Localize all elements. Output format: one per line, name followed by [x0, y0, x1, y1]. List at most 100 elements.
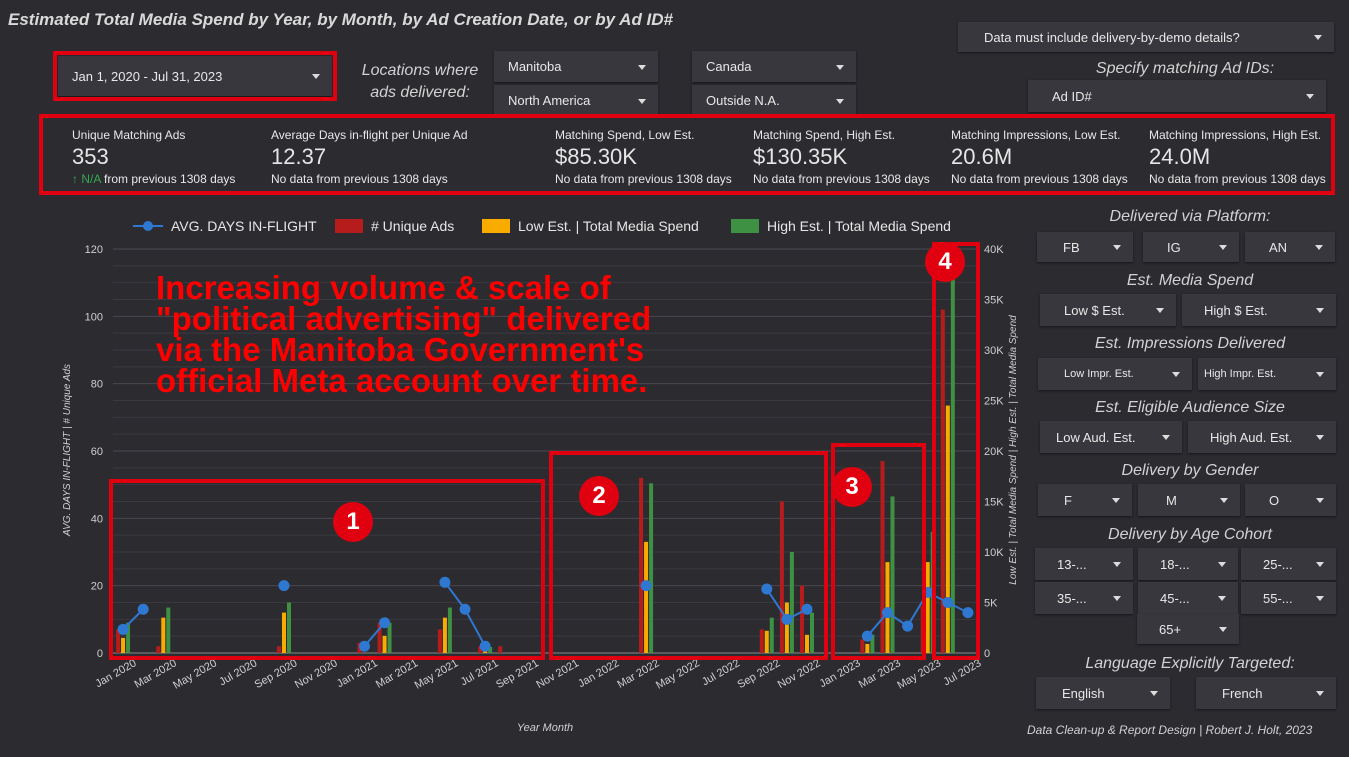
period-marker-1: 1 — [333, 502, 373, 542]
kpi-value: $130.35K — [753, 144, 848, 169]
y-tick-left: 100 — [85, 311, 103, 323]
filter-label: O — [1269, 492, 1280, 508]
chevron-down-icon — [1306, 94, 1314, 99]
y-tick-right: 5K — [984, 598, 998, 610]
gender-filter-o[interactable]: O — [1245, 484, 1336, 516]
location-filter-canada[interactable]: Canada — [692, 51, 856, 82]
x-tick-label: Jul 2021 — [459, 657, 501, 688]
age-label: Delivery by Age Cohort — [1108, 526, 1272, 543]
location-filter-north-america[interactable]: North America — [494, 85, 658, 116]
x-tick-label: Mar 2023 — [857, 657, 903, 691]
kpi-compare: No data from previous 1308 days — [271, 172, 448, 186]
bar — [644, 541, 649, 653]
avg-days-point — [439, 576, 451, 588]
x-tick-label: Jul 2022 — [700, 657, 742, 688]
filter-label: English — [1062, 685, 1105, 701]
audience-filter-low[interactable]: Low Aud. Est. — [1040, 421, 1182, 453]
location-filter-manitoba[interactable]: Manitoba — [494, 51, 658, 82]
callout-line: official Meta account over time. — [156, 362, 648, 399]
chevron-down-icon — [836, 98, 844, 104]
legend-item-unique-ads[interactable]: # Unique Ads — [335, 218, 454, 234]
chevron-down-icon — [1156, 308, 1164, 313]
kpi-change: N/A — [81, 172, 101, 186]
avg-days-point — [962, 607, 974, 619]
chevron-down-icon — [638, 98, 646, 104]
callout-line: "political advertising" delivered — [156, 300, 652, 337]
date-range-value: Jan 1, 2020 - Jul 31, 2023 — [72, 68, 223, 84]
filter-label: Low Impr. Est. — [1064, 368, 1134, 380]
age-filter-18[interactable]: 18-... — [1138, 548, 1238, 580]
location-filter-label: North America — [508, 93, 591, 108]
legend-swatch — [335, 219, 363, 233]
x-tick-label: Jul 2020 — [217, 657, 259, 688]
x-tick-label: May 2021 — [413, 657, 461, 692]
legend-swatch — [731, 219, 759, 233]
up-arrow-icon: ↑ — [72, 172, 78, 186]
spend-label: Est. Media Spend — [1126, 272, 1254, 289]
chevron-down-icon — [1220, 498, 1228, 503]
date-range-picker[interactable]: Jan 1, 2020 - Jul 31, 2023 — [58, 56, 332, 96]
chevron-down-icon — [836, 64, 844, 70]
y-axis-title-right: Low Est. | Total Media Spend | High Est.… — [1008, 315, 1019, 585]
platform-filter-ig[interactable]: IG — [1143, 232, 1239, 262]
age-filter-45[interactable]: 45-... — [1138, 582, 1238, 614]
chevron-down-icon — [1162, 435, 1170, 440]
highlight-period-1 — [109, 479, 545, 660]
highlight-period-3 — [831, 443, 926, 660]
impressions-filter-low[interactable]: Low Impr. Est. — [1038, 358, 1192, 390]
bar — [945, 405, 950, 653]
age-filter-25[interactable]: 25-... — [1241, 548, 1336, 580]
audience-filter-high[interactable]: High Aud. Est. — [1188, 421, 1336, 453]
footer-credit: Data Clean-up & Report Design | Robert J… — [1027, 723, 1313, 737]
legend-item-low-est[interactable]: Low Est. | Total Media Spend — [482, 218, 699, 234]
age-filter-55[interactable]: 55-... — [1241, 582, 1336, 614]
platform-filter-fb[interactable]: FB — [1037, 232, 1133, 262]
spend-filter-high[interactable]: High $ Est. — [1182, 294, 1336, 326]
gender-label: Delivery by Gender — [1121, 462, 1259, 479]
language-filter-english[interactable]: English — [1036, 677, 1170, 709]
kpi-avg-days: Average Days in-flight per Unique Ad 12.… — [271, 128, 468, 186]
location-filter-outside-na[interactable]: Outside N.A. — [692, 85, 856, 116]
bar — [377, 622, 382, 653]
chevron-down-icon — [1113, 596, 1121, 601]
chevron-down-icon — [638, 64, 646, 70]
chevron-down-icon — [1316, 498, 1324, 503]
bar — [925, 562, 930, 653]
age-filter-35[interactable]: 35-... — [1035, 582, 1133, 614]
age-filter-13[interactable]: 13-... — [1035, 548, 1133, 580]
line-marker-icon — [133, 221, 163, 231]
bar — [286, 602, 291, 653]
spend-filter-low[interactable]: Low $ Est. — [1040, 294, 1176, 326]
y-tick-left: 0 — [97, 648, 103, 660]
impressions-filter-high[interactable]: High Impr. Est. — [1198, 358, 1336, 390]
x-tick-label: May 2022 — [654, 657, 702, 692]
legend-item-high-est[interactable]: High Est. | Total Media Spend — [731, 218, 951, 234]
filter-label: F — [1064, 492, 1072, 508]
location-filter-label: Manitoba — [508, 59, 562, 74]
demo-details-filter[interactable]: Data must include delivery-by-demo detai… — [958, 22, 1334, 52]
gender-filter-f[interactable]: F — [1038, 484, 1132, 516]
language-filter-french[interactable]: French — [1196, 677, 1336, 709]
platform-filter-an[interactable]: AN — [1245, 232, 1335, 262]
kpi-label: Matching Impressions, Low Est. — [951, 128, 1121, 142]
bar — [649, 483, 654, 653]
ad-id-filter[interactable]: Ad ID# — [1028, 80, 1326, 112]
bar — [769, 617, 774, 653]
kpi-value: $85.30K — [555, 144, 637, 169]
avg-days-point — [117, 623, 129, 635]
spend-chart: 0 20 40 60 80 100 120 0 5K 10K 15K 20K 25K 30K 35K 40K J… — [62, 244, 1019, 734]
filter-label: M — [1166, 492, 1177, 508]
chevron-down-icon — [1316, 562, 1324, 567]
filter-label: Low Aud. Est. — [1056, 429, 1136, 445]
gender-filter-m[interactable]: M — [1138, 484, 1240, 516]
kpi-value: 12.37 — [271, 144, 327, 169]
age-filter-65[interactable]: 65+ — [1137, 614, 1239, 644]
bar — [779, 501, 784, 653]
kpi-value: 20.6M — [951, 144, 1013, 169]
legend-item-avg-days[interactable]: AVG. DAYS IN-FLIGHT — [133, 218, 317, 234]
bar — [156, 646, 161, 653]
avg-days-point — [358, 640, 370, 652]
kpi-compare: from previous 1308 days — [104, 172, 236, 186]
avg-days-point — [278, 580, 290, 592]
bar — [488, 646, 493, 653]
